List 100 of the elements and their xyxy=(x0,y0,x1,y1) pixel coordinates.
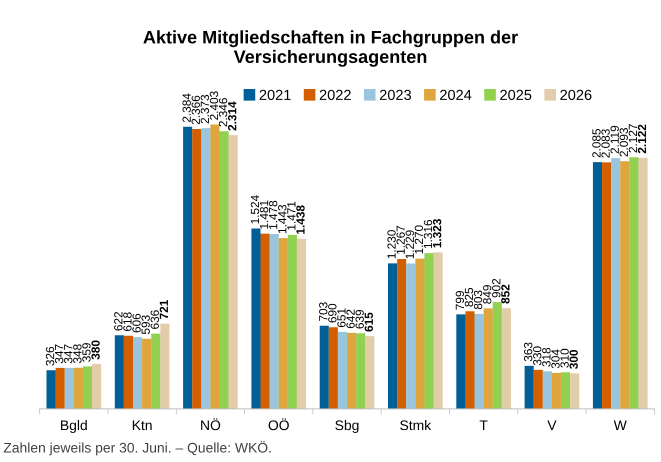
bar xyxy=(502,308,511,409)
bar xyxy=(629,157,638,409)
data-label: 1.270 xyxy=(414,225,424,254)
text: Zahlen jeweils per 30. Juni. – Quelle: WKÖ. xyxy=(4,440,271,456)
bar xyxy=(638,158,648,409)
bar xyxy=(524,366,534,409)
legend-label: 2022 xyxy=(320,90,351,100)
bar xyxy=(552,372,562,409)
x-tick-label: V xyxy=(547,420,557,430)
bar xyxy=(534,370,543,409)
data-label: 2.085 xyxy=(592,128,601,158)
data-label: 1.438 xyxy=(296,205,305,234)
bar xyxy=(328,327,338,409)
bar xyxy=(602,162,612,409)
data-label: 642 xyxy=(346,310,355,328)
data-label: 2.122 xyxy=(638,124,646,154)
bar xyxy=(561,372,570,409)
bar xyxy=(620,161,630,409)
data-label: 825 xyxy=(464,288,474,307)
legend-label: 2023 xyxy=(380,90,412,100)
data-label: 300 xyxy=(570,350,578,369)
bar xyxy=(484,308,493,409)
data-label: 703 xyxy=(319,302,328,321)
legend-label: 2024 xyxy=(440,90,472,100)
data-label: 359 xyxy=(82,343,91,362)
bar xyxy=(397,258,406,409)
bar xyxy=(424,253,434,409)
bar xyxy=(220,131,229,409)
x-tick-label: Stmk xyxy=(400,420,432,430)
data-label: 1.230 xyxy=(387,230,396,258)
x-tick-label: Sbg xyxy=(335,420,358,433)
bar xyxy=(365,336,374,409)
bar xyxy=(151,334,160,409)
bar xyxy=(192,128,202,409)
data-label: 347 xyxy=(54,344,64,364)
bar xyxy=(201,128,210,409)
data-label: 2.384 xyxy=(182,93,191,122)
bar xyxy=(251,228,261,409)
data-label: 326 xyxy=(46,346,54,366)
data-label: 690 xyxy=(328,304,337,322)
bar xyxy=(406,263,416,409)
legend-label: 2026 xyxy=(560,90,592,100)
data-label: 636 xyxy=(150,310,159,329)
x-tick-label: T xyxy=(480,420,488,430)
bar xyxy=(74,368,83,409)
bar xyxy=(278,238,288,409)
bar xyxy=(434,252,443,409)
x-tick-label: Bgld xyxy=(61,420,87,433)
bar xyxy=(570,373,580,409)
bar xyxy=(228,135,238,409)
data-label: 1.229 xyxy=(406,230,414,258)
bar xyxy=(465,311,475,409)
bar xyxy=(124,336,134,409)
data-label: 363 xyxy=(524,342,532,362)
data-label: 721 xyxy=(160,300,168,319)
data-label: 1.524 xyxy=(250,195,260,224)
data-label: 1.323 xyxy=(432,219,442,248)
data-label: 310 xyxy=(560,348,569,368)
bar xyxy=(415,258,424,409)
data-label: 2.083 xyxy=(601,129,610,158)
bar xyxy=(56,368,65,409)
data-label: 348 xyxy=(73,344,82,364)
bar xyxy=(320,326,329,409)
data-label: 1.267 xyxy=(396,226,405,254)
data-label: 593 xyxy=(141,315,150,334)
legend-label: 2021 xyxy=(260,90,291,100)
data-label: 2.403 xyxy=(210,91,218,120)
data-label: 380 xyxy=(91,340,100,360)
data-label: 803 xyxy=(474,290,482,310)
data-label: 2.314 xyxy=(228,101,236,131)
data-label: 849 xyxy=(482,285,492,304)
bar xyxy=(388,263,398,409)
data-label: 902 xyxy=(492,278,500,298)
bar xyxy=(356,333,366,409)
data-label: 2.373 xyxy=(200,94,210,124)
x-tick-label: NÖ xyxy=(201,418,220,430)
bar xyxy=(542,371,552,409)
bar xyxy=(114,335,124,409)
data-label: 2.119 xyxy=(610,126,619,154)
data-label: 1.481 xyxy=(260,200,268,229)
data-label: 330 xyxy=(533,346,542,366)
data-label: 304 xyxy=(551,349,560,368)
data-label: 2.346 xyxy=(218,98,228,127)
bar xyxy=(142,338,152,409)
bar xyxy=(46,370,56,409)
data-label: 2.093 xyxy=(620,128,628,156)
data-label: 1.471 xyxy=(287,202,296,230)
legend-label: 2025 xyxy=(500,90,532,100)
chart-title: Aktive Mitgliedschaften in Fachgruppen der Versicherungsagenten xyxy=(143,30,518,67)
data-label: 1.478 xyxy=(268,200,278,229)
data-label: 639 xyxy=(355,310,364,328)
bar xyxy=(92,364,102,409)
data-label: 318 xyxy=(542,348,551,367)
data-label: 615 xyxy=(364,312,373,332)
bar xyxy=(288,234,297,409)
bar xyxy=(270,234,279,409)
x-tick-label: Ktn xyxy=(132,420,152,430)
data-label: 2.366 xyxy=(192,96,200,124)
bar xyxy=(260,234,270,409)
data-label: 1.443 xyxy=(278,204,286,234)
